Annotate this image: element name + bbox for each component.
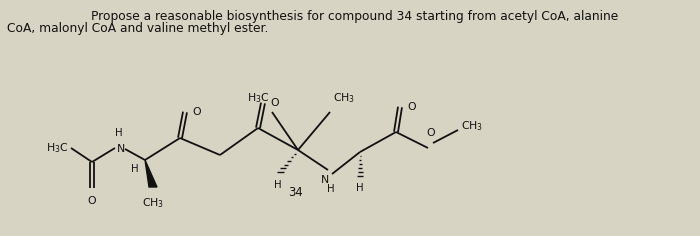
Text: CH$_3$: CH$_3$ [333,91,355,105]
Text: H: H [131,164,139,174]
Text: 34: 34 [288,185,302,198]
Text: H: H [274,180,282,190]
Text: Propose a reasonable biosynthesis for compound 34 starting from acetyl CoA, alan: Propose a reasonable biosynthesis for co… [92,10,619,23]
Text: O: O [270,98,279,108]
Text: H: H [327,184,335,194]
Polygon shape [145,160,157,187]
Text: O: O [407,102,416,112]
Text: N: N [321,175,329,185]
Text: CH$_3$: CH$_3$ [461,119,483,133]
Text: O: O [88,196,97,206]
Text: H$_3$C: H$_3$C [46,141,68,155]
Text: CoA, malonyl CoA and valine methyl ester.: CoA, malonyl CoA and valine methyl ester… [7,22,268,35]
Text: H: H [116,128,122,138]
Text: H: H [356,183,364,193]
Text: O: O [192,107,201,117]
Text: O: O [427,128,435,138]
Text: CH$_3$: CH$_3$ [142,196,164,210]
Text: H$_3$C: H$_3$C [246,91,269,105]
Text: N: N [117,144,125,154]
